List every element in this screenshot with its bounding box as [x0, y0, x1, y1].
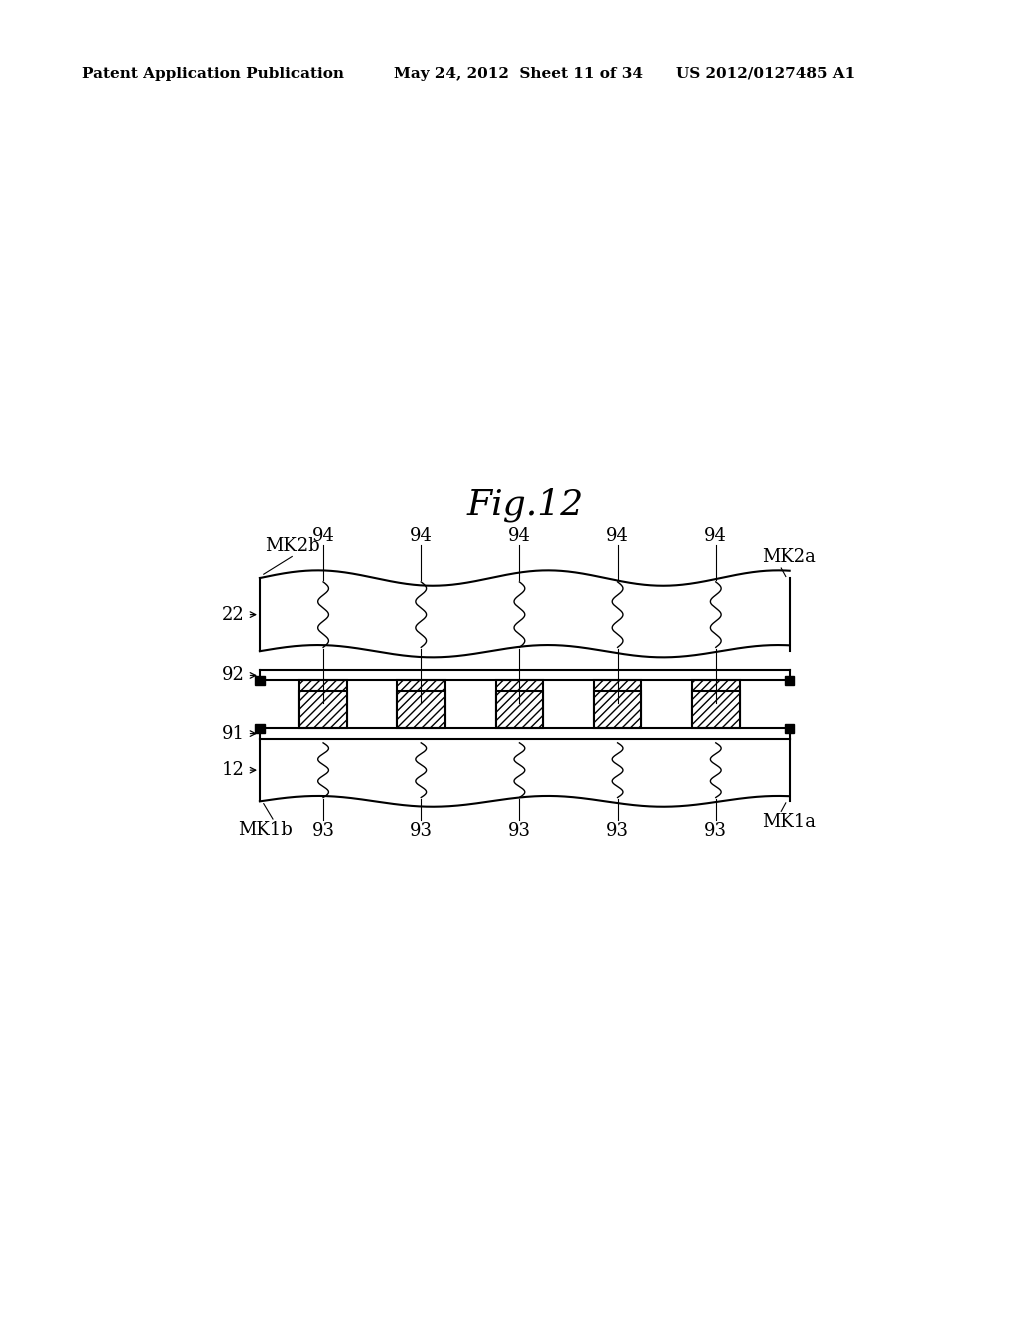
Text: MK1b: MK1b [238, 821, 293, 838]
Text: 94: 94 [508, 527, 530, 545]
Text: 94: 94 [410, 527, 433, 545]
Text: 94: 94 [705, 527, 727, 545]
Bar [692, 681, 739, 725]
Text: Fig.12: Fig.12 [466, 487, 584, 523]
Text: MK1a: MK1a [762, 813, 816, 830]
Text: Patent Application Publication: Patent Application Publication [82, 67, 344, 81]
Text: May 24, 2012  Sheet 11 of 34: May 24, 2012 Sheet 11 of 34 [394, 67, 643, 81]
Text: MK2a: MK2a [762, 549, 816, 566]
Text: 94: 94 [311, 527, 335, 545]
Text: 92: 92 [221, 667, 245, 685]
Bar [397, 681, 445, 725]
Bar [397, 692, 445, 729]
Text: MK2b: MK2b [265, 537, 319, 554]
Bar [692, 692, 739, 729]
Text: 93: 93 [410, 821, 433, 840]
Text: 93: 93 [508, 821, 530, 840]
Bar [496, 681, 544, 725]
Text: 91: 91 [221, 725, 245, 743]
Bar [299, 681, 347, 725]
Bar [594, 692, 641, 729]
Bar [785, 676, 795, 685]
Text: 94: 94 [606, 527, 629, 545]
Text: 93: 93 [311, 821, 335, 840]
Text: US 2012/0127485 A1: US 2012/0127485 A1 [676, 67, 855, 81]
Bar [594, 681, 641, 725]
Bar [255, 723, 264, 733]
Text: 22: 22 [222, 606, 245, 623]
Text: 12: 12 [221, 762, 245, 779]
Bar [255, 676, 264, 685]
Bar [785, 723, 795, 733]
Text: 93: 93 [705, 821, 727, 840]
Bar [496, 692, 544, 729]
Bar [299, 692, 347, 729]
Text: 93: 93 [606, 821, 629, 840]
